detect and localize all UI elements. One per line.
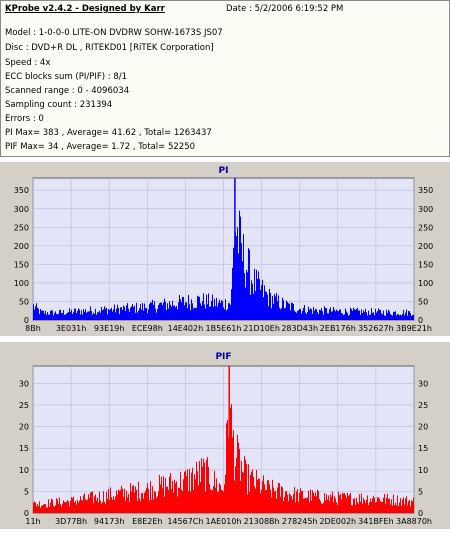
scanned-range-line: Scanned range : 0 - 4096034	[5, 86, 130, 96]
x-tick-label: 3E031h	[56, 324, 86, 333]
y-tick-label-left: 20	[19, 423, 29, 432]
y-tick-label-right: 15	[418, 444, 428, 453]
y-tick-label-left: 0	[24, 316, 29, 325]
x-tick-label: 278245h	[282, 517, 318, 526]
x-tick-label: 3B9E21h	[396, 324, 432, 333]
x-tick-label: 3D77Bh	[55, 517, 87, 526]
y-tick-label-left: 300	[14, 205, 29, 214]
x-tick-label: 14567Ch	[167, 517, 203, 526]
ecc-line: ECC blocks sum (PI/PIF) : 8/1	[5, 72, 128, 82]
y-tick-label-right: 5	[418, 487, 423, 496]
y-tick-label-right: 0	[418, 509, 423, 518]
sampling-count-line: Sampling count : 231394	[5, 100, 113, 110]
errors-line: Errors : 0	[5, 114, 44, 124]
pif-chart-panel: PIF 0 0 5 5 10 10 15 15 20 20 25 25 30 30 11h 3D77Bh 9417…	[0, 342, 450, 529]
speed-line: Speed : 4x	[5, 58, 51, 68]
data-series	[33, 178, 414, 320]
y-tick-label-left: 200	[14, 242, 29, 251]
x-tick-label: 14E402h	[168, 324, 204, 333]
y-tick-label-left: 15	[19, 444, 29, 453]
pif-stats-line: PIF Max= 34 , Average= 1.72 , Total= 522…	[5, 142, 196, 152]
data-bars	[33, 404, 414, 513]
y-tick-label-right: 300	[418, 205, 433, 214]
x-tick-label: 2EB176h	[320, 324, 356, 333]
data-bars	[33, 210, 414, 320]
y-tick-label-right: 0	[418, 316, 423, 325]
x-tick-label: 2DE002h	[319, 517, 356, 526]
data-series	[33, 366, 414, 513]
y-tick-label-left: 0	[24, 509, 29, 518]
y-tick-label-left: 150	[14, 260, 29, 269]
y-tick-label-left: 350	[14, 186, 29, 195]
chart-title: PI	[219, 166, 229, 176]
x-tick-label: 11h	[25, 517, 40, 526]
y-tick-label-right: 25	[418, 401, 428, 410]
x-tick-label: 352627h	[358, 324, 394, 333]
model-line: Model : 1-0-0-0 LITE-ON DVDRW SOHW-1673S…	[5, 28, 223, 38]
y-tick-label-left: 10	[19, 466, 29, 475]
y-tick-label-right: 30	[418, 379, 428, 388]
y-tick-label-left: 30	[19, 379, 29, 388]
y-tick-label-right: 350	[418, 186, 433, 195]
y-tick-label-left: 250	[14, 223, 29, 232]
app-title: KProbe v2.4.2 - Designed by Karr	[5, 4, 165, 14]
x-tick-label: 1B5E61h	[206, 324, 242, 333]
x-tick-label: 341BFEh	[358, 517, 393, 526]
y-tick-label-left: 25	[19, 401, 29, 410]
x-tick-label: 1AE010h	[206, 517, 242, 526]
pif-chart: PIF 0 0 5 5 10 10 15 15 20 20 25 25 30 30 11h 3D77Bh 9417…	[19, 352, 432, 526]
x-tick-label: ECE98h	[132, 324, 163, 333]
y-tick-label-left: 5	[24, 487, 29, 496]
y-tick-label-right: 100	[418, 279, 433, 288]
y-tick-label-left: 50	[19, 297, 29, 306]
y-tick-label-right: 250	[418, 223, 433, 232]
pi-chart: PI 0 0 50 50 100 100 150 150 200 200 250 250 300 300 35…	[14, 166, 434, 333]
pi-chart-panel: PI 0 0 50 50 100 100 150 150 200 200 250 250 300 300 35…	[0, 162, 450, 336]
y-tick-label-right: 10	[418, 466, 428, 475]
x-tick-label: 21308Bh	[244, 517, 280, 526]
x-tick-label: 93E19h	[94, 324, 124, 333]
y-tick-label-right: 150	[418, 260, 433, 269]
x-tick-label: 3A8870h	[396, 517, 432, 526]
y-tick-label-right: 50	[418, 297, 428, 306]
x-tick-label: 283D43h	[281, 324, 318, 333]
y-tick-label-right: 200	[418, 242, 433, 251]
y-tick-label-left: 100	[14, 279, 29, 288]
x-tick-label: 8Bh	[25, 324, 41, 333]
disc-line: Disc : DVD+R DL , RITEKD01 [RiTEK Corpor…	[5, 43, 214, 53]
y-tick-label-right: 20	[418, 423, 428, 432]
x-tick-label: E8E2Eh	[132, 517, 162, 526]
info-header: KProbe v2.4.2 - Designed by Karr Date : …	[0, 0, 450, 157]
chart-title: PIF	[215, 352, 231, 362]
x-tick-label: 94173h	[94, 517, 125, 526]
scan-date: Date : 5/2/2006 6:19:52 PM	[226, 4, 344, 14]
pi-stats-line: PI Max= 383 , Average= 41.62 , Total= 12…	[5, 128, 212, 138]
x-tick-label: 21D10Eh	[243, 324, 280, 333]
